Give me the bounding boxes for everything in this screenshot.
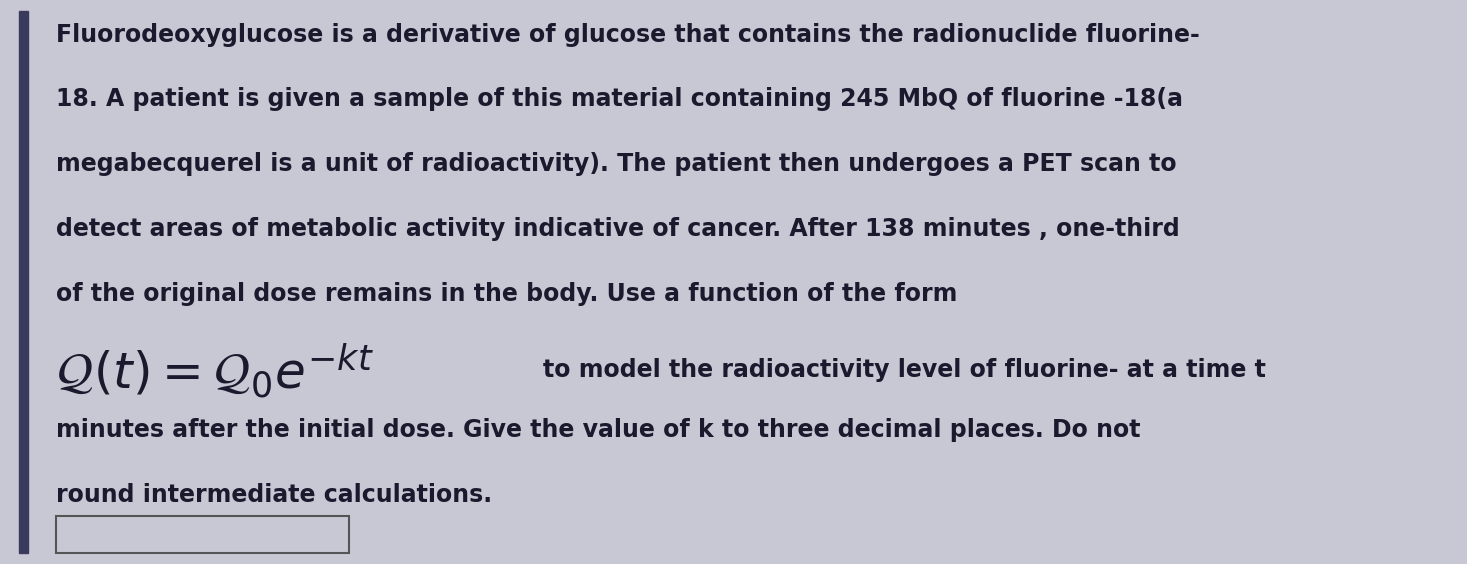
FancyBboxPatch shape xyxy=(56,516,349,553)
Text: minutes after the initial dose. Give the value of k to three decimal places. Do : minutes after the initial dose. Give the… xyxy=(56,418,1140,442)
Text: of the original dose remains in the body. Use a function of the form: of the original dose remains in the body… xyxy=(56,282,956,306)
Text: 18. A patient is given a sample of this material containing 245 MbQ of fluorine : 18. A patient is given a sample of this … xyxy=(56,87,1182,112)
Text: to model the radioactivity level of fluorine- at a time t: to model the radioactivity level of fluo… xyxy=(543,358,1266,382)
Text: Fluorodeoxyglucose is a derivative of glucose that contains the radionuclide flu: Fluorodeoxyglucose is a derivative of gl… xyxy=(56,23,1200,47)
FancyBboxPatch shape xyxy=(19,11,28,553)
Text: round intermediate calculations.: round intermediate calculations. xyxy=(56,483,491,507)
Text: detect areas of metabolic activity indicative of cancer. After 138 minutes , one: detect areas of metabolic activity indic… xyxy=(56,217,1179,241)
Text: $\mathcal{Q}(\mathit{t}) = \mathcal{Q}_0 \mathit{e}^{-kt}$: $\mathcal{Q}(\mathit{t}) = \mathcal{Q}_0… xyxy=(56,341,374,400)
Text: megabecquerel is a unit of radioactivity). The patient then undergoes a PET scan: megabecquerel is a unit of radioactivity… xyxy=(56,152,1177,177)
